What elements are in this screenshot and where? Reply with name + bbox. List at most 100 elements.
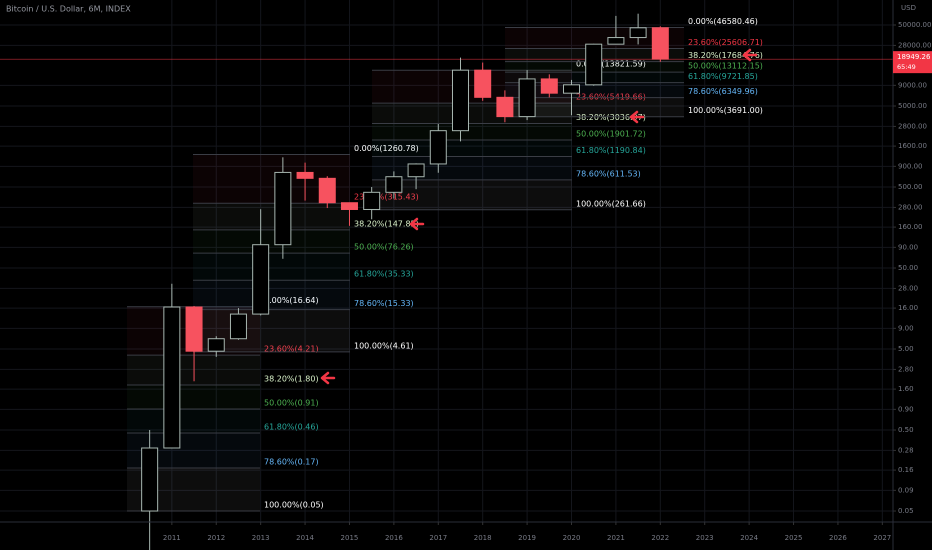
fib-band xyxy=(127,408,260,433)
fib-label: 61.80%(0.46) xyxy=(264,422,319,431)
fib-band xyxy=(372,123,572,141)
x-tick-label: 2024 xyxy=(740,534,758,542)
x-tick-label: 2017 xyxy=(429,534,447,542)
price-label-box xyxy=(893,51,932,74)
y-tick-label: 0.05 xyxy=(898,507,914,515)
fib-label: 61.80%(35.33) xyxy=(354,270,414,279)
y-tick-label: 9.00 xyxy=(898,324,914,332)
candle-body xyxy=(585,43,603,86)
price-label: 18949.26 xyxy=(897,53,931,61)
arrow xyxy=(629,110,645,124)
candle-body xyxy=(518,78,536,118)
fib-label: 78.60%(0.17) xyxy=(264,457,319,466)
candle-body xyxy=(163,306,181,449)
fib-band xyxy=(505,97,684,117)
y-tick-label: 1600.00 xyxy=(898,142,927,150)
y-tick-label: 900.00 xyxy=(898,162,923,170)
x-tick-label: 2014 xyxy=(296,534,314,542)
candle-body xyxy=(185,306,203,352)
candle-body xyxy=(274,171,292,246)
y-tick-label: 2800.00 xyxy=(898,122,927,130)
fib-band xyxy=(193,203,350,230)
y-tick-label: 28000.00 xyxy=(898,41,931,49)
x-tick-label: 2022 xyxy=(651,534,669,542)
fib-label: 38.20%(1.80) xyxy=(264,374,319,383)
x-tick-label: 2019 xyxy=(518,534,536,542)
candle-body xyxy=(563,84,581,94)
fib-label: 100.00%(0.05) xyxy=(264,501,324,510)
fib-band xyxy=(193,253,350,281)
x-tick-label: 2012 xyxy=(207,534,225,542)
arrow xyxy=(320,371,336,385)
fib-band xyxy=(193,280,350,310)
candle-body xyxy=(318,177,336,204)
fib-label: 23.60%(25606.71) xyxy=(688,38,763,47)
fib-label: 50.00%(0.91) xyxy=(264,398,319,407)
fib-label: 50.00%(13112.15) xyxy=(688,62,763,71)
x-tick-label: 2018 xyxy=(474,534,492,542)
x-tick-label: 2026 xyxy=(829,534,847,542)
y-tick-label: 500.00 xyxy=(898,183,923,191)
fib-label: 23.60%(315.43) xyxy=(354,193,419,202)
fib-band xyxy=(193,229,350,254)
fib-label: 23.60%(4.21) xyxy=(264,345,319,354)
fib-label: 38.20%(17684.76) xyxy=(688,51,763,60)
y-tick-label: 5.00 xyxy=(898,345,914,353)
y-tick-label: 16.00 xyxy=(898,304,918,312)
candle-body xyxy=(474,69,492,98)
fib-label: 0.00%(1260.78) xyxy=(354,144,419,153)
y-tick-label: 1.60 xyxy=(898,385,914,393)
fib-label: 50.00%(76.26) xyxy=(354,243,414,252)
fib-label: 61.80%(1190.84) xyxy=(576,146,646,155)
x-tick-label: 2011 xyxy=(163,534,181,542)
candle-body xyxy=(607,37,625,45)
fib-band xyxy=(127,384,260,409)
y-tick-label: 90.00 xyxy=(898,243,918,251)
fib-band xyxy=(372,179,572,210)
candle-body xyxy=(296,171,314,179)
x-tick-label: 2021 xyxy=(607,534,625,542)
x-tick-label: 2016 xyxy=(385,534,403,542)
fib-label: 78.60%(15.33) xyxy=(354,299,414,308)
candle-body xyxy=(407,163,425,178)
y-tick-label: 2.80 xyxy=(898,365,914,373)
candle-body xyxy=(229,313,247,340)
x-tick-label: 2023 xyxy=(696,534,714,542)
candle-body xyxy=(496,96,514,118)
candle-body xyxy=(540,78,558,94)
candle-body xyxy=(340,202,358,210)
candle-body xyxy=(629,27,647,39)
countdown-label: 65:49 xyxy=(897,63,916,71)
candle-body xyxy=(451,69,469,132)
y-tick-label: 280.00 xyxy=(898,203,923,211)
fib-label: 0.00%(13821.59) xyxy=(576,60,646,69)
candle-body xyxy=(651,27,669,60)
y-tick-label: 9000.00 xyxy=(898,81,927,89)
candle-body xyxy=(207,338,225,352)
y-tick-label: 0.50 xyxy=(898,426,914,434)
fib-label: 78.60%(611.53) xyxy=(576,169,641,178)
fib-label: 78.60%(6349.96) xyxy=(688,87,758,96)
y-tick-label: 160.00 xyxy=(898,223,923,231)
fib-label: 0.00%(46580.46) xyxy=(688,17,758,26)
candle-body xyxy=(363,191,381,210)
x-tick-label: 2025 xyxy=(785,534,803,542)
fib-band xyxy=(127,355,260,385)
fib-label: 0.00%(16.64) xyxy=(264,296,319,305)
candle-body xyxy=(252,244,270,315)
fib-label: 61.80%(9721.85) xyxy=(688,72,758,81)
candle-body xyxy=(429,130,447,165)
y-tick-label: 28.00 xyxy=(898,284,918,292)
y-tick-label: 0.28 xyxy=(898,446,914,454)
x-tick-label: 2027 xyxy=(873,534,891,542)
y-tick-label: 5000.00 xyxy=(898,102,927,110)
fib-label: 100.00%(3691.00) xyxy=(688,106,763,115)
arrows xyxy=(320,48,758,385)
arrow xyxy=(409,217,425,231)
x-tick-label: 2013 xyxy=(252,534,270,542)
grid-layer xyxy=(0,0,893,522)
candle-body xyxy=(385,176,403,193)
currency-label: USD xyxy=(901,4,916,12)
fib-label: 38.20%(3036.97) xyxy=(576,113,646,122)
